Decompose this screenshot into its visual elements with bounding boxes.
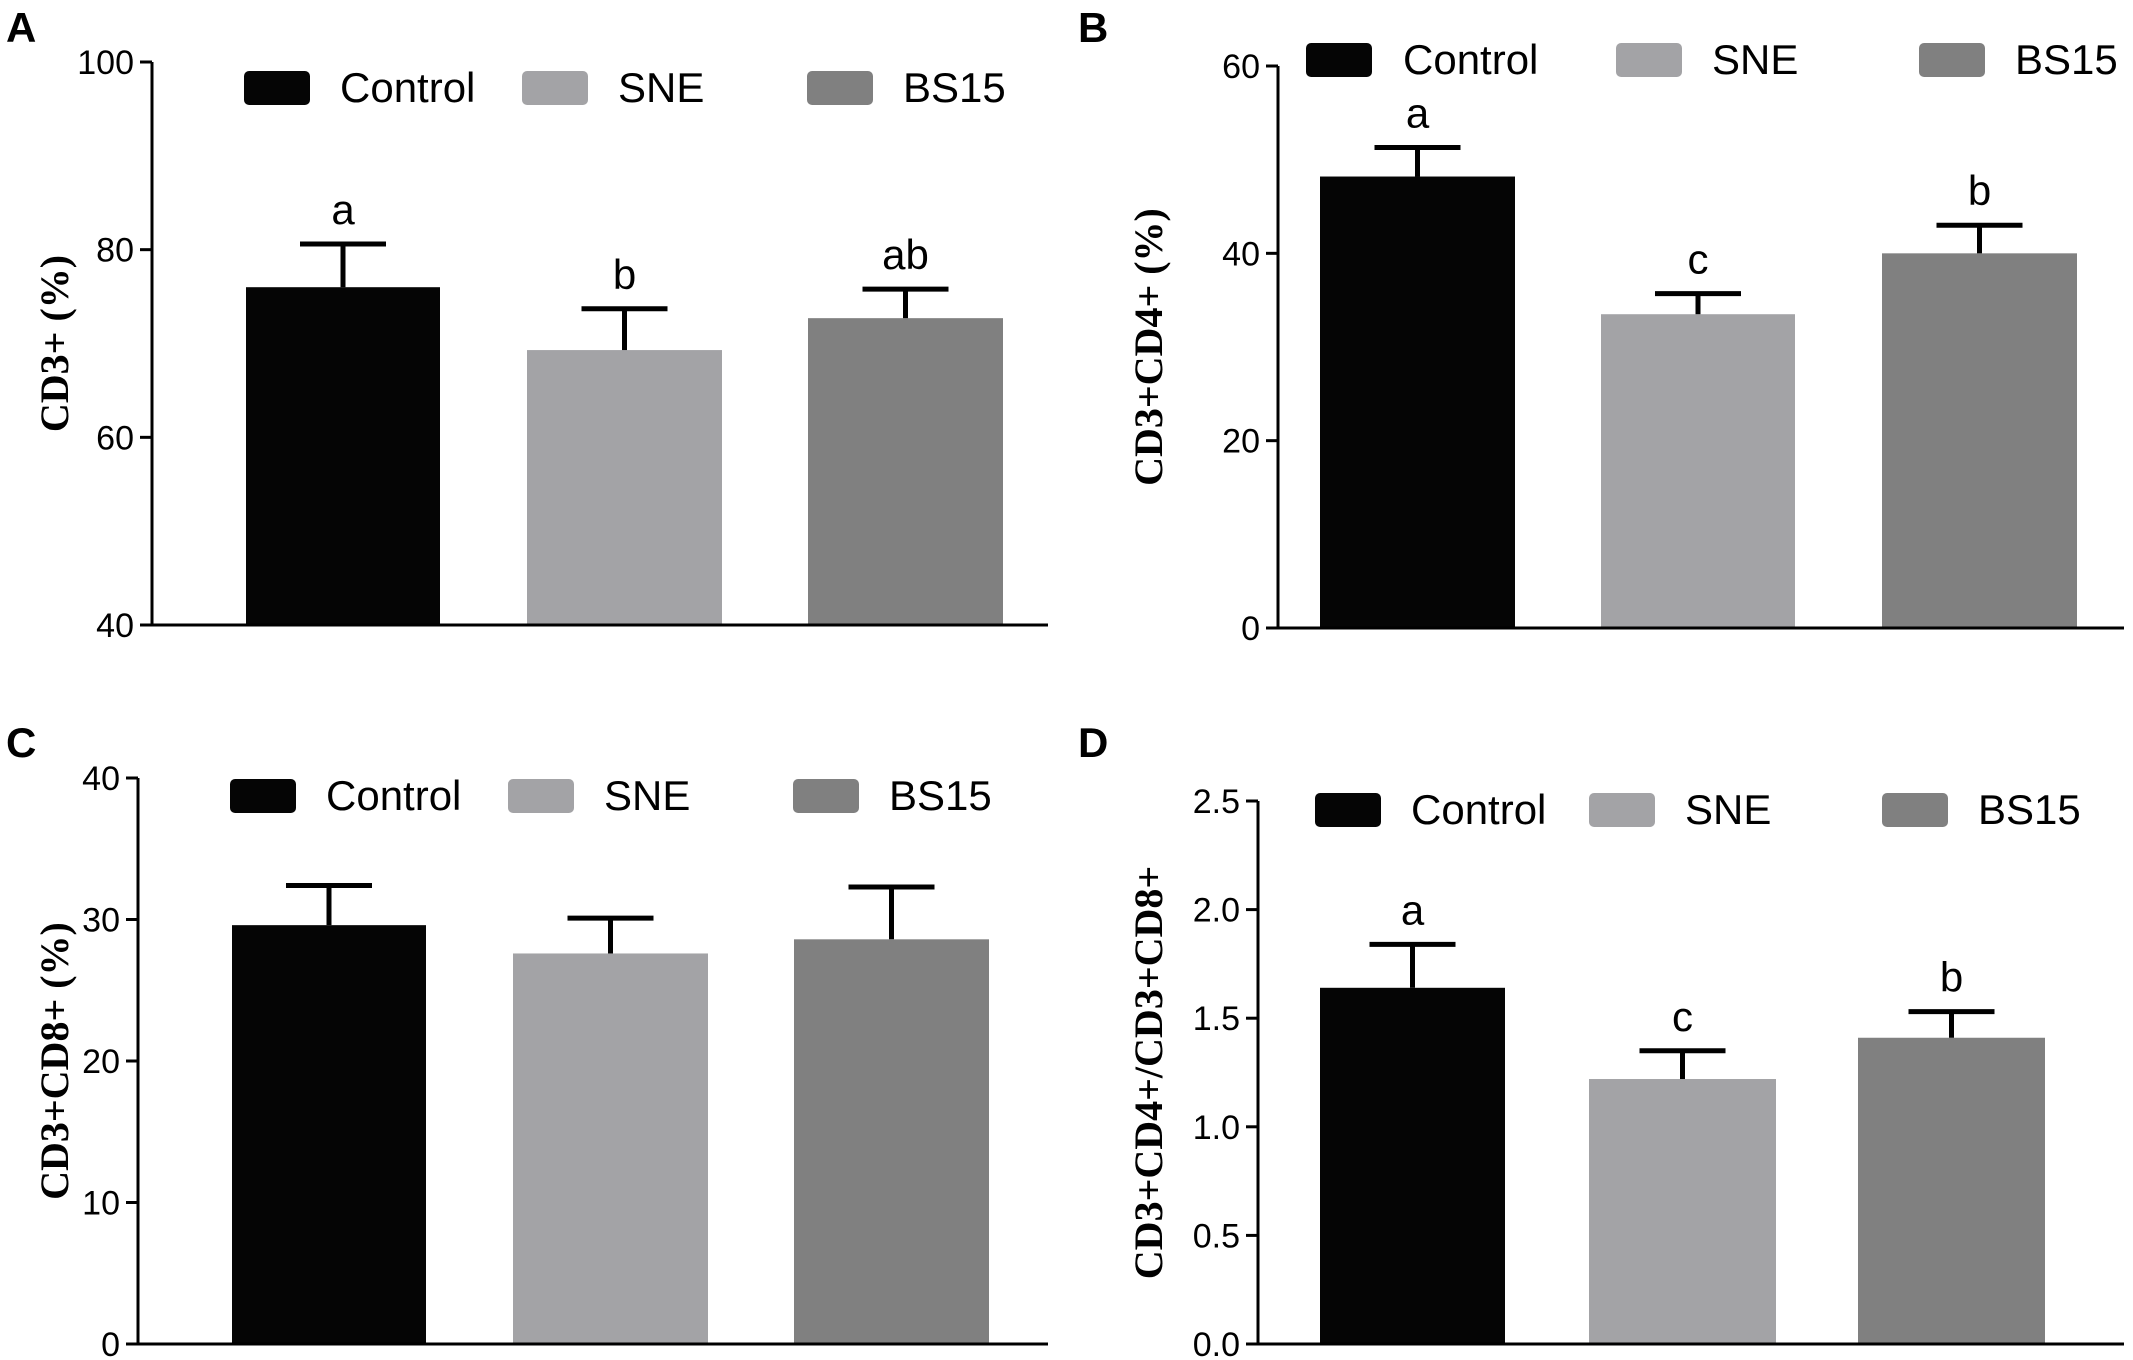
y-tick-label: 40 (96, 607, 134, 645)
legend-swatch-sne (1616, 43, 1682, 77)
legend-label-sne: SNE (618, 64, 704, 111)
y-tick-label: 20 (82, 1043, 120, 1081)
panel-d: Da c b 0.0 0.5 1.0 1.5 2.0 2.5 CD3+CD4+/CD3+CD8+ C… (1078, 719, 2124, 1360)
bar-bs15 (808, 318, 1003, 625)
legend-swatch-control (1306, 43, 1372, 77)
panel-b: Ba c b 0 20 40 60 CD3+CD4+ (%) Control SNE BS15 (1078, 4, 2124, 648)
legend-swatch-control (230, 779, 296, 813)
legend-swatch-bs15 (793, 779, 859, 813)
bar-bs15 (1882, 253, 2077, 629)
legend-swatch-sne (508, 779, 574, 813)
bar-sne (1589, 1079, 1776, 1344)
bar-control (1320, 987, 1505, 1344)
y-tick-label: 80 (96, 232, 134, 270)
legend-swatch-control (1315, 793, 1381, 827)
y-tick-label: 1.0 (1193, 1109, 1240, 1147)
error-bar (581, 306, 668, 351)
significance-label: b (613, 251, 636, 298)
legend-label-bs15: BS15 (889, 772, 992, 819)
legend-swatch-control (244, 71, 310, 105)
bar-sne (1601, 314, 1795, 628)
legend: Control SNE BS15 (244, 64, 1006, 111)
error-bar (862, 286, 949, 319)
bar-bs15 (1858, 1037, 2045, 1344)
bar-sne (527, 350, 722, 625)
legend-swatch-sne (1589, 793, 1655, 827)
y-axis-title: CD3+ (%) (32, 255, 77, 432)
significance-label: c (1688, 236, 1709, 283)
y-axis-title: CD3+CD8+ (%) (32, 922, 77, 1200)
error-bar (1374, 144, 1461, 177)
panel-letter: D (1078, 719, 1108, 766)
error-bar (848, 884, 935, 940)
significance-label: b (1968, 167, 1991, 214)
y-tick-label: 100 (77, 44, 134, 82)
legend-swatch-bs15 (1919, 43, 1985, 77)
legend-label-bs15: BS15 (2015, 36, 2118, 83)
panel-letter: B (1078, 4, 1108, 51)
legend-label-sne: SNE (1712, 36, 1798, 83)
bar-control (232, 925, 426, 1344)
legend-swatch-bs15 (1882, 793, 1948, 827)
legend-label-bs15: BS15 (903, 64, 1006, 111)
y-tick-label: 2.0 (1193, 892, 1240, 930)
panel-letter: A (6, 4, 36, 51)
y-tick-label: 30 (82, 902, 120, 940)
legend-swatch-bs15 (807, 71, 873, 105)
y-tick-label: 60 (96, 419, 134, 457)
legend: Control SNE BS15 (1315, 786, 2081, 833)
significance-label: ab (882, 231, 929, 278)
legend-label-sne: SNE (1685, 786, 1771, 833)
significance-label: c (1672, 993, 1693, 1040)
error-bar (1936, 222, 2023, 254)
significance-label: a (1401, 886, 1425, 933)
legend-label-control: Control (1411, 786, 1546, 833)
significance-label: a (331, 186, 355, 233)
legend-label-control: Control (326, 772, 461, 819)
bar-bs15 (794, 939, 989, 1344)
y-tick-label: 60 (1222, 48, 1260, 86)
y-tick-label: 1.5 (1193, 1000, 1240, 1038)
bar-sne (513, 953, 708, 1344)
y-tick-label: 0.0 (1193, 1326, 1240, 1360)
error-bar (567, 915, 654, 954)
legend-label-control: Control (340, 64, 475, 111)
error-bar (1655, 291, 1741, 315)
y-tick-label: 40 (1222, 235, 1260, 273)
error-bar (300, 241, 386, 288)
significance-label: a (1406, 89, 1430, 136)
y-tick-label: 2.5 (1193, 783, 1240, 821)
y-tick-label: 10 (82, 1185, 120, 1223)
significance-label: b (1940, 954, 1963, 1001)
y-tick-label: 0.5 (1193, 1217, 1240, 1255)
error-bar (1369, 941, 1456, 988)
legend-label-control: Control (1403, 36, 1538, 83)
panel-c: C 0 10 20 30 40 CD3+CD8+ (%) Control SNE BS15 (6, 719, 1048, 1360)
y-axis-title: CD3+CD4+ (%) (1126, 208, 1171, 486)
legend: Control SNE BS15 (1306, 36, 2118, 83)
error-bar (286, 883, 372, 926)
panel-letter: C (6, 719, 36, 766)
y-tick-label: 0 (101, 1326, 120, 1360)
legend: Control SNE BS15 (230, 772, 992, 819)
legend-label-sne: SNE (604, 772, 690, 819)
y-axis-title: CD3+CD4+/CD3+CD8+ (1126, 866, 1171, 1279)
bar-control (246, 287, 440, 625)
error-bar (1639, 1048, 1726, 1080)
error-bar (1908, 1009, 1995, 1038)
y-tick-label: 0 (1241, 610, 1260, 648)
legend-swatch-sne (522, 71, 588, 105)
y-tick-label: 20 (1222, 423, 1260, 461)
bar-control (1320, 176, 1515, 628)
y-tick-label: 40 (82, 760, 120, 798)
legend-label-bs15: BS15 (1978, 786, 2081, 833)
